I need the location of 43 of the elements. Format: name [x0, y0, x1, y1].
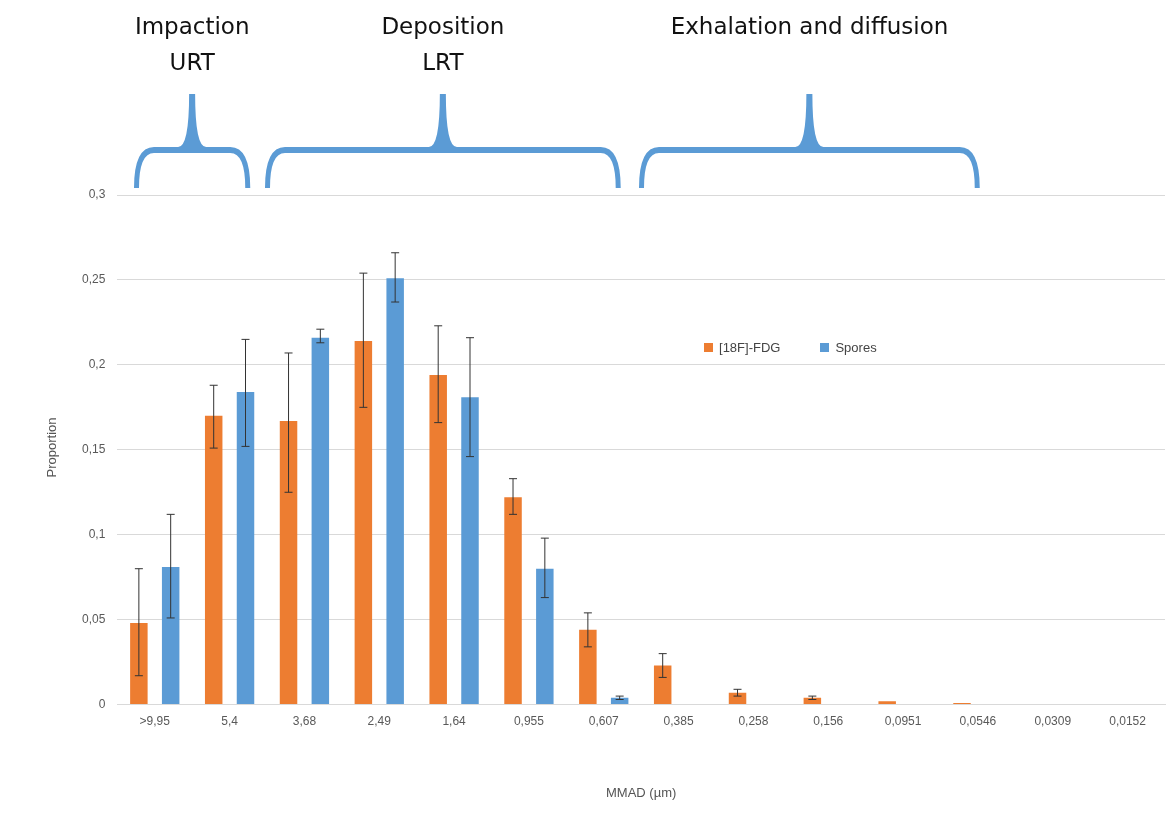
y-tick-label: 0,25 [82, 272, 106, 287]
bar [461, 397, 479, 705]
bar [878, 701, 896, 705]
y-tick-label: 0,3 [88, 187, 106, 202]
y-axis-title: Proportion [44, 417, 60, 478]
y-tick-label: 0,05 [82, 611, 106, 626]
x-tick-label: 0,0951 [884, 714, 922, 729]
bar [504, 497, 522, 705]
bar [236, 392, 255, 705]
text: Impaction URT [134, 12, 250, 77]
bar [536, 568, 554, 705]
x-tick-label: 0,0309 [1034, 714, 1072, 729]
x-tick-label: 0,607 [588, 714, 620, 729]
bar [386, 278, 404, 705]
bar [130, 623, 148, 705]
x-tick-label: 0,156 [813, 714, 844, 729]
bar [311, 337, 330, 705]
legend-label: Spores [834, 340, 877, 355]
x-tick-label: 3,68 [292, 714, 317, 729]
x-axis-title: MMAD (µm) [606, 785, 677, 800]
legend-label: [18F]-FDG [718, 340, 781, 355]
x-tick-label: 0,955 [513, 714, 545, 729]
x-tick-label: 0,0546 [959, 714, 997, 729]
y-tick-label: 0,1 [88, 527, 106, 542]
x-tick-label: 5,4 [221, 714, 239, 729]
bar [429, 375, 447, 705]
x-tick-label: 0,385 [663, 714, 694, 729]
bar [161, 567, 180, 705]
x-tick-label: 1,64 [442, 714, 467, 729]
x-tick-label: 0,258 [738, 714, 769, 729]
text: Exhalation and diffusion [670, 12, 949, 41]
bar [579, 629, 597, 705]
text: Deposition LRT [381, 12, 505, 77]
bar [204, 415, 223, 705]
y-tick-label: 0,15 [82, 442, 106, 457]
x-tick-label: 2,49 [367, 714, 392, 729]
x-tick-label: >9,95 [139, 714, 171, 729]
bar [279, 420, 298, 705]
y-tick-label: 0 [98, 696, 106, 711]
bar [354, 341, 373, 705]
y-tick-label: 0,2 [88, 357, 106, 372]
x-tick-label: 0,0152 [1109, 714, 1147, 729]
bar [653, 665, 672, 705]
